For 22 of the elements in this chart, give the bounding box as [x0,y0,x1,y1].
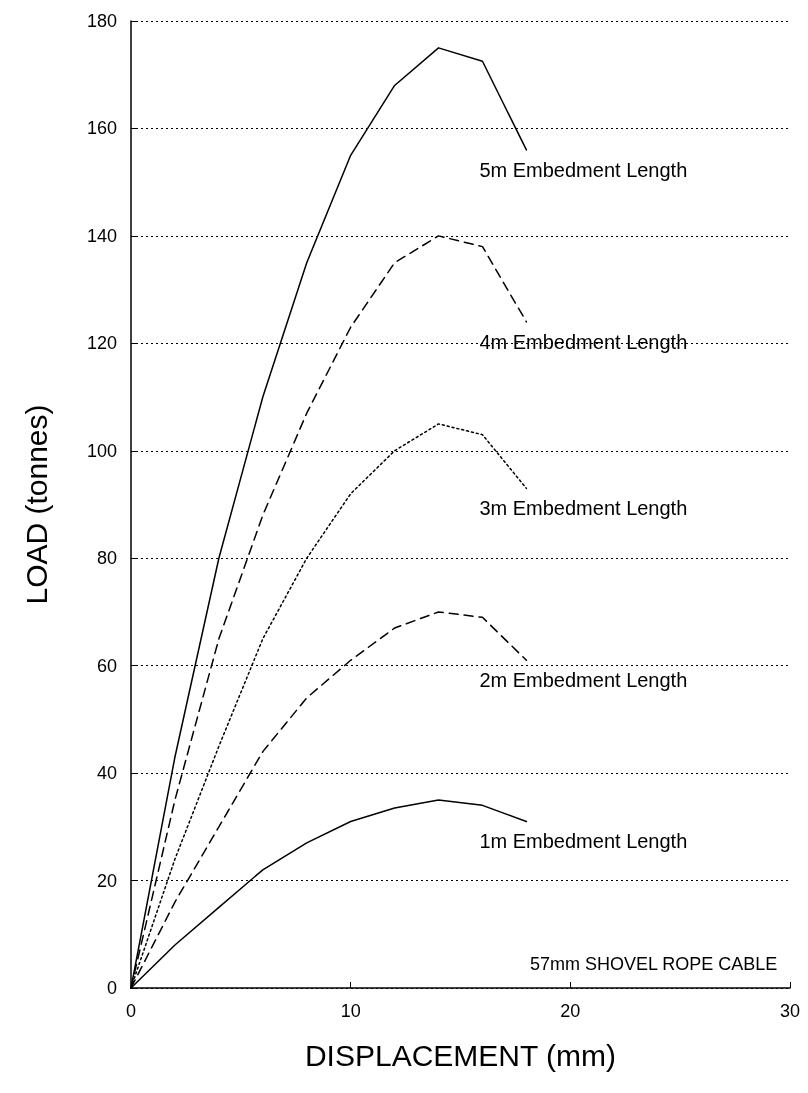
x-tick-label: 0 [125,1001,137,1021]
y-tick-label: 60 [96,655,117,676]
x-tick-label: 10 [340,1001,361,1021]
series-label: 1m Embedment Length [479,830,688,853]
x-tick-label: 20 [560,1001,581,1021]
annotation: 57mm SHOVEL ROPE CABLE [529,954,778,974]
y-tick-label: 180 [86,11,117,31]
y-tick-label: 160 [86,118,117,139]
y-tick-label: 40 [96,763,117,784]
y-tick-label: 20 [96,870,117,891]
y-axis-title: LOAD (tonnes) [19,404,53,605]
y-tick-label: 80 [96,548,117,569]
text: 3m Embedment Length [479,497,688,520]
x-tick-label: 30 [779,1001,801,1021]
y-tick-label: 0 [106,978,117,998]
x-axis-title: DISPLACEMENT (mm) [304,1038,617,1072]
text: 4m Embedment Length [479,330,688,353]
y-tick-label: 140 [86,225,117,246]
y-tick-label: 100 [86,440,117,461]
y-tick-label: 120 [86,333,117,354]
text: 5m Embedment Length [479,158,688,181]
series-label: 2m Embedment Length [479,669,688,692]
